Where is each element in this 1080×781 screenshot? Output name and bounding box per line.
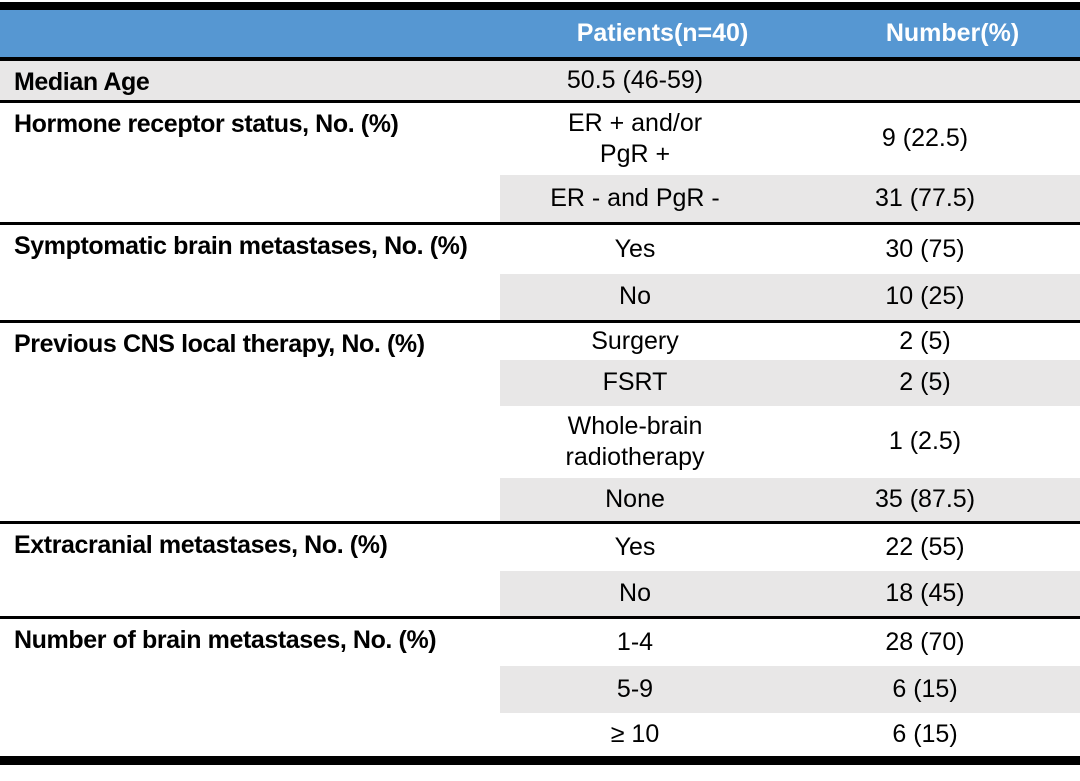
value-cell: Surgery [591,326,679,355]
table-row: 1-4 28 (70) [500,619,1080,666]
table-row: Surgery 2 (5) [500,323,1080,360]
section-label: Previous CNS local therapy, No. (%) [14,330,425,358]
section-label: Median Age [0,61,500,100]
table-row: 5-9 6 (15) [500,666,1080,713]
table-row: FSRT 2 (5) [500,360,1080,406]
value-cell: ≥ 10 [610,719,660,748]
value-cell: 5-9 [616,674,654,703]
number-cell: 35 (87.5) [874,484,976,513]
value-cell: Yes [614,532,656,561]
number-cell: 9 (22.5) [881,124,969,153]
value-cell: FSRT [602,368,668,397]
value-cell: No [619,578,651,607]
value-cell: No [619,282,651,311]
table-row: ≥ 10 6 (15) [500,713,1080,756]
table-row: No 10 (25) [500,274,1080,320]
section-median-age: Median Age 50.5 (46-59) [0,61,1080,103]
patient-characteristics-table: Patients(n=40) Number(%) Median Age 50.5… [0,2,1080,765]
table-row: No 18 (45) [500,571,1080,616]
section-symptomatic-brain-metastases: Symptomatic brain metastases, No. (%) Ye… [0,225,1080,323]
header-cell-number: Number(%) [885,19,1020,47]
header-cell-patients: Patients(n=40) [576,19,749,47]
table-row: Yes 22 (55) [500,524,1080,571]
number-cell: 28 (70) [885,627,965,656]
section-previous-cns-local-therapy: Previous CNS local therapy, No. (%) Surg… [0,323,1080,524]
section-label: Number of brain metastases, No. (%) [14,626,437,654]
header-cell-empty [0,10,500,57]
table-row: ER + and/or PgR + 9 (22.5) [500,103,1080,175]
table-row: Whole-brain radiotherapy 1 (2.5) [500,406,1080,478]
section-number-of-brain-metastases: Number of brain metastases, No. (%) 1-4 … [0,619,1080,756]
table-row: Yes 30 (75) [500,225,1080,274]
value-cell: ER + and/or PgR + [567,108,703,168]
number-cell: 10 (25) [885,282,965,311]
value-cell: None [605,484,665,513]
number-cell: 22 (55) [885,532,965,561]
table-row: None 35 (87.5) [500,478,1080,521]
value-cell: Whole-brain radiotherapy [565,411,705,471]
value-cell: Yes [614,234,656,263]
value-cell: ER - and PgR - [550,183,720,212]
number-cell: 6 (15) [892,719,958,748]
number-cell [770,61,1080,100]
section-label: Hormone receptor status, No. (%) [14,110,399,138]
value-cell: 50.5 (46-59) [566,65,704,94]
number-cell: 18 (45) [885,578,965,607]
number-cell: 2 (5) [899,326,951,355]
section-hormone-receptor-status: Hormone receptor status, No. (%) ER + an… [0,103,1080,225]
table-row: ER - and PgR - 31 (77.5) [500,175,1080,222]
number-cell: 1 (2.5) [888,427,962,456]
section-label: Extracranial metastases, No. (%) [14,531,388,559]
number-cell: 31 (77.5) [874,183,976,212]
table-row: 50.5 (46-59) [500,61,1080,100]
value-cell: 1-4 [616,627,654,656]
section-extracranial-metastases: Extracranial metastases, No. (%) Yes 22 … [0,524,1080,619]
number-cell: 2 (5) [899,368,951,397]
number-cell: 6 (15) [892,674,958,703]
section-label: Symptomatic brain metastases, No. (%) [14,232,468,260]
number-cell: 30 (75) [885,234,965,263]
table-header-row: Patients(n=40) Number(%) [0,10,1080,61]
